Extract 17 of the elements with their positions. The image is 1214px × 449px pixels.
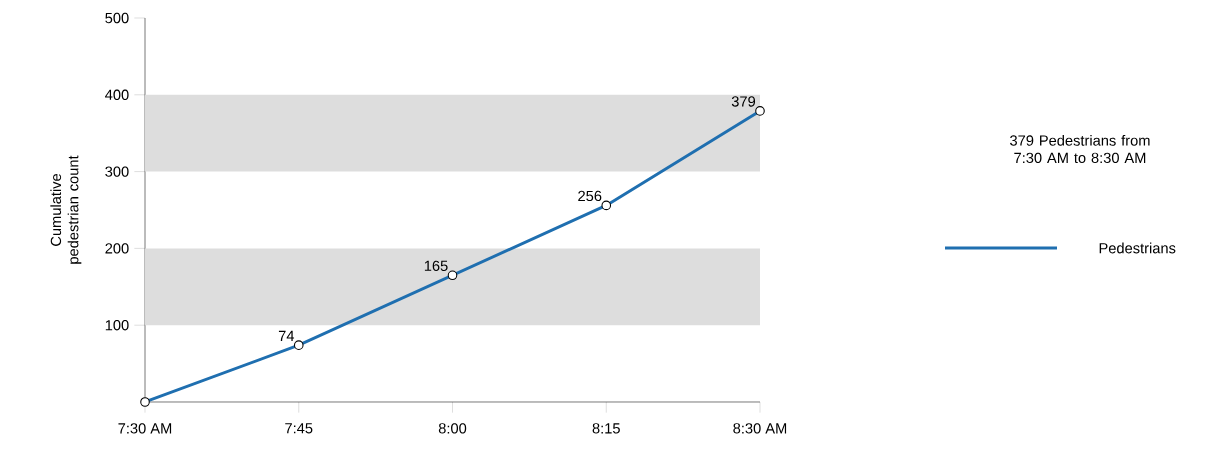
- y-tick-label: 200: [105, 243, 129, 254]
- data-label: 165: [424, 260, 448, 272]
- data-label: 74: [278, 330, 295, 341]
- x-tick-label: 8:30 AM: [733, 423, 787, 434]
- y-tick-label: 100: [105, 320, 129, 331]
- x-tick-label: 8:15: [592, 423, 620, 434]
- y-tick-label: 300: [105, 166, 129, 177]
- text: 379 Pedestrians from 7:30 AM to 8:30 AM: [1010, 134, 1150, 164]
- data-label: 379: [731, 96, 756, 107]
- text: Pedestrians: [1099, 242, 1176, 254]
- y-axis-title: Cumulative pedestrian count: [50, 155, 82, 264]
- x-tick-label: 7:30 AM: [118, 423, 172, 434]
- y-tick-label: 400: [105, 89, 129, 100]
- data-label: 256: [578, 190, 602, 202]
- y-tick-label: 500: [105, 12, 129, 24]
- x-tick-label: 8:00: [438, 423, 467, 434]
- x-tick-label: 7:45: [285, 423, 313, 434]
